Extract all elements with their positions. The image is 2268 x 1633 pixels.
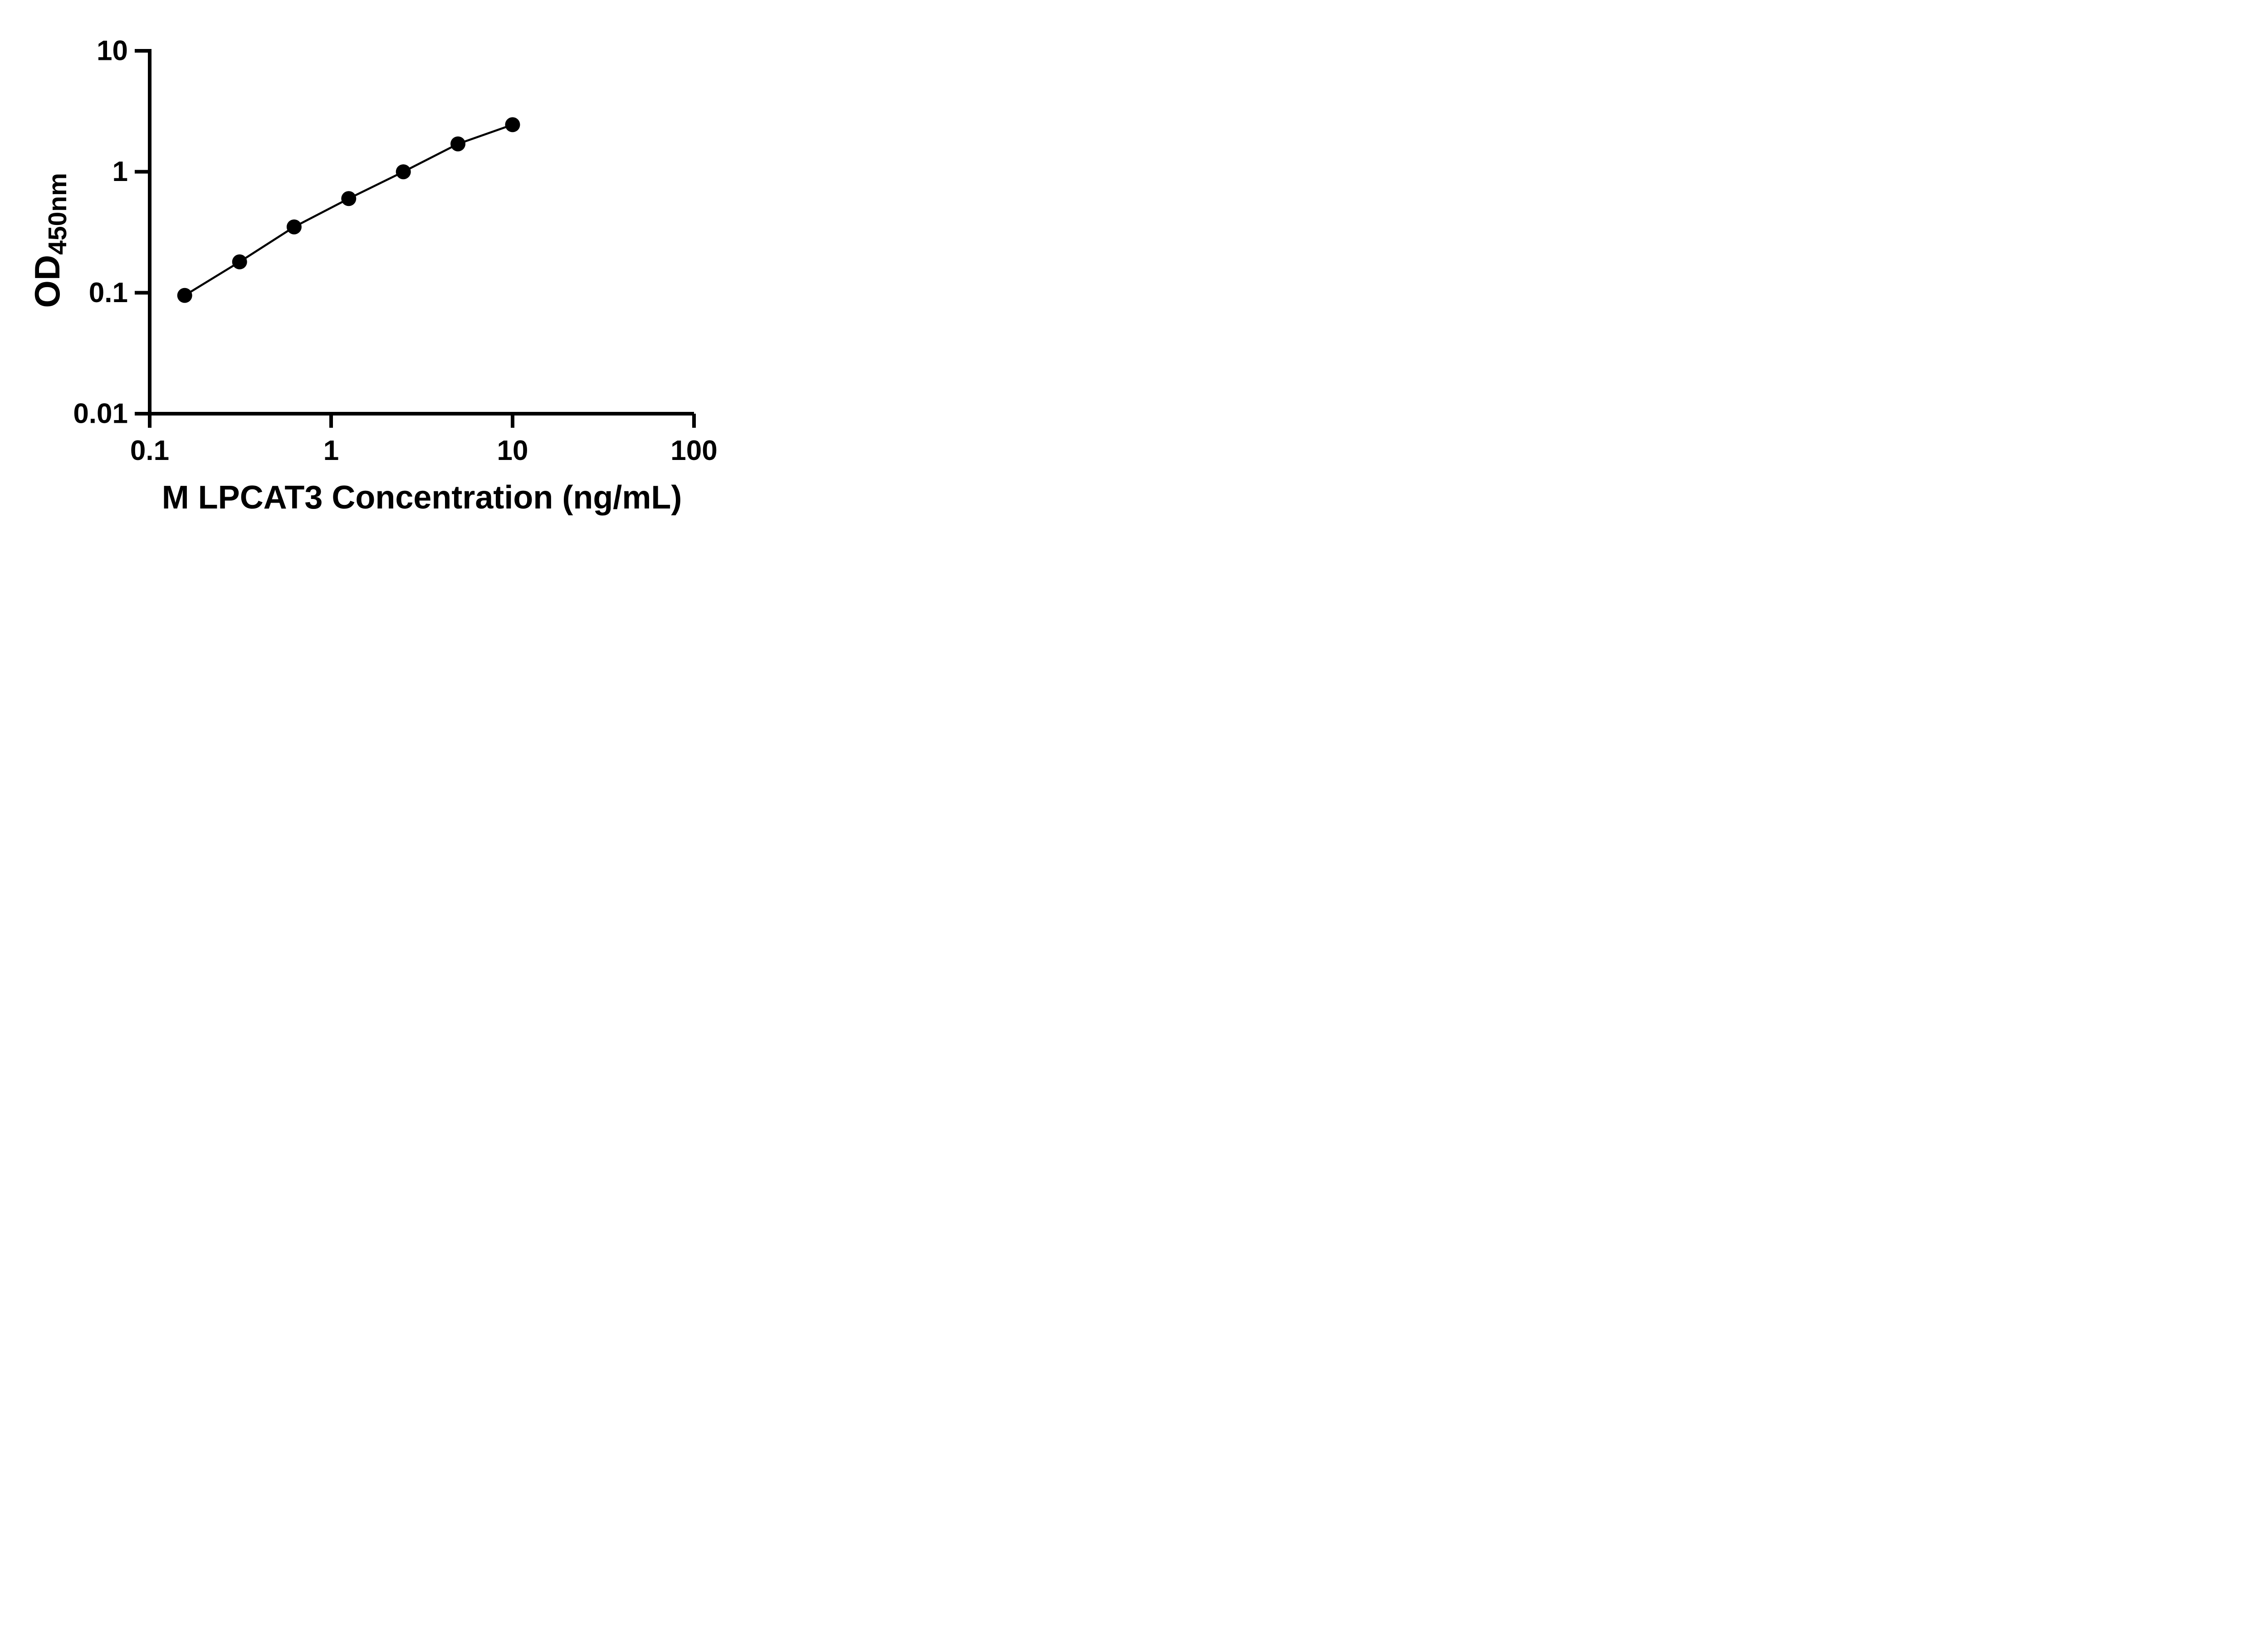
data-points-group xyxy=(177,117,520,303)
x-axis-title: M LPCAT3 Concentration (ng/mL) xyxy=(162,479,682,516)
y-axis-title: OD450nm xyxy=(27,173,72,308)
curve-line xyxy=(184,123,513,297)
y-tick-label-0.01: 0.01 xyxy=(73,398,128,430)
y-tick-label-10: 10 xyxy=(97,35,128,66)
y-tick-label-0.1: 0.1 xyxy=(89,277,128,308)
y-tick-label-1: 1 xyxy=(112,156,128,187)
data-point-10 xyxy=(505,117,520,132)
axes-group xyxy=(148,49,694,428)
x-tick-label-10: 10 xyxy=(497,435,528,466)
data-point-0.156 xyxy=(177,288,192,303)
y-ticks-group: 0.01 0.1 1 10 xyxy=(73,35,150,430)
standard-curve-figure: 0.01 0.1 1 10 0.1 1 10 100 M LPCAT3 Concentrat… xyxy=(0,0,777,544)
data-point-0.625 xyxy=(286,219,302,235)
curve-group xyxy=(184,123,513,297)
x-tick-label-0.1: 0.1 xyxy=(130,435,169,466)
data-point-1.25 xyxy=(341,191,357,206)
data-point-5 xyxy=(450,136,466,152)
data-point-0.313 xyxy=(232,254,247,269)
x-ticks-group: 0.1 1 10 100 xyxy=(130,414,718,466)
data-point-2.5 xyxy=(396,164,411,180)
y-axis-title-subscript: 450nm xyxy=(43,173,72,255)
y-axis-title-main: OD xyxy=(27,255,67,308)
x-tick-label-100: 100 xyxy=(670,435,717,466)
x-tick-label-1: 1 xyxy=(323,435,339,466)
